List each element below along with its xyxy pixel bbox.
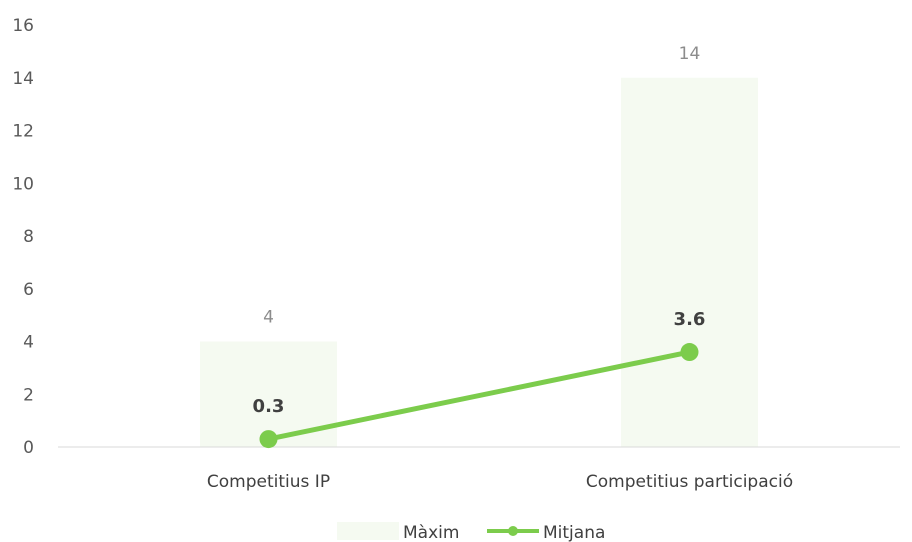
y-tick-label: 16 <box>12 16 34 36</box>
x-tick-label: Competitius participació <box>586 472 793 492</box>
point-data-label: 3.6 <box>674 309 706 330</box>
y-tick-label: 12 <box>12 122 34 142</box>
data-point-mean <box>680 343 699 362</box>
bars-max: 4 14 <box>200 44 758 447</box>
legend: Màxim Mitjana <box>337 522 605 542</box>
legend-label-max: Màxim <box>403 523 459 542</box>
x-axis-labels: Competitius IP Competitius participació <box>207 472 793 492</box>
y-axis: 0 2 4 6 8 10 12 14 16 <box>12 16 34 458</box>
legend-label-mean: Mitjana <box>543 523 605 542</box>
y-tick-label: 6 <box>23 280 34 300</box>
point-data-label: 0.3 <box>253 396 285 417</box>
data-point-mean <box>259 430 278 449</box>
x-tick-label: Competitius IP <box>207 472 330 492</box>
series-line-mean <box>266 349 692 442</box>
y-tick-label: 8 <box>23 227 34 247</box>
bar-max <box>621 77 758 447</box>
bar-data-label: 4 <box>263 308 274 328</box>
bar-data-label: 14 <box>679 44 701 64</box>
y-tick-label: 0 <box>23 438 34 458</box>
y-tick-label: 14 <box>12 69 34 89</box>
y-tick-label: 4 <box>23 333 34 353</box>
y-tick-label: 2 <box>23 385 34 405</box>
y-tick-label: 10 <box>12 174 34 194</box>
legend-swatch-mean-marker <box>508 526 518 536</box>
line-series-mean: 0.3 3.6 <box>253 309 706 449</box>
legend-swatch-max <box>337 522 399 540</box>
